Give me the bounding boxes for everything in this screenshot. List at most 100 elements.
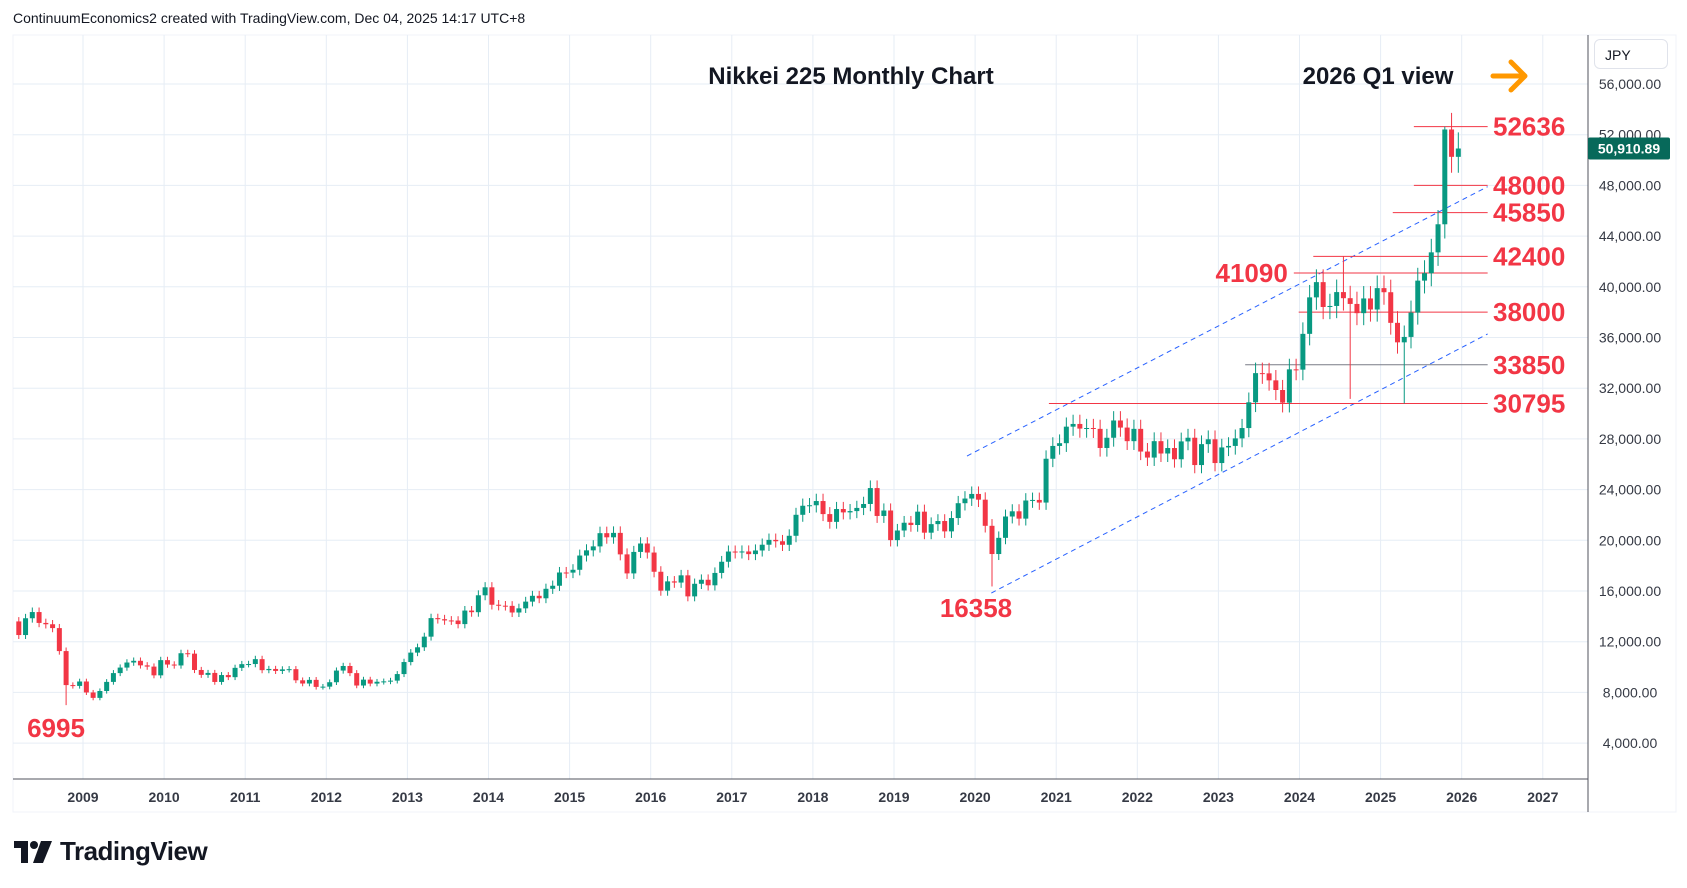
candle-body — [834, 509, 840, 522]
x-tick-label: 2013 — [392, 789, 423, 805]
candle-body — [462, 610, 468, 625]
y-tick-label: 56,000.00 — [1599, 76, 1661, 92]
candle-body — [388, 680, 394, 682]
candle-body — [1388, 292, 1394, 323]
candle-body — [901, 522, 907, 531]
candle-body — [117, 667, 123, 674]
candle-body — [1313, 282, 1319, 298]
candle-body — [1401, 336, 1407, 343]
candle-body — [746, 551, 752, 555]
candle-body — [110, 673, 116, 682]
candle-body — [556, 572, 562, 586]
candle-body — [1036, 499, 1042, 503]
candle-body — [273, 668, 279, 671]
y-tick-label: 4,000.00 — [1603, 735, 1658, 751]
candle-body — [948, 518, 954, 532]
candle-body — [1003, 516, 1009, 538]
candle-body — [232, 667, 238, 678]
x-tick-label: 2010 — [149, 789, 180, 805]
y-tick-label: 28,000.00 — [1599, 431, 1661, 447]
candle-body — [692, 583, 698, 597]
y-tick-label: 24,000.00 — [1599, 482, 1661, 498]
candle-body — [611, 532, 617, 538]
candle-body — [1070, 423, 1076, 427]
candle-body — [313, 679, 319, 687]
candle-body — [1185, 437, 1191, 442]
candle-body — [104, 681, 110, 692]
candle-body — [36, 612, 42, 623]
candle-body — [1367, 298, 1373, 310]
candle-body — [766, 539, 772, 545]
x-tick-label: 2015 — [554, 789, 585, 805]
candle-body — [908, 522, 914, 526]
candle-body — [982, 499, 988, 526]
candle-body — [1158, 441, 1164, 454]
level-label: 52636 — [1493, 112, 1565, 142]
candle-body — [529, 595, 535, 602]
candle-body — [1327, 305, 1333, 308]
candle-body — [252, 659, 258, 665]
tradingview-logo[interactable]: TradingView — [14, 836, 208, 867]
candle-body — [840, 509, 846, 513]
candle-body — [658, 571, 664, 591]
candle-body — [1138, 428, 1144, 452]
candle-body — [151, 666, 157, 676]
candle-body — [56, 628, 62, 652]
channel-line — [991, 333, 1488, 594]
candle-body — [1340, 292, 1346, 299]
candle-body — [1144, 451, 1150, 458]
candle-body — [171, 664, 177, 666]
candle-body — [448, 620, 454, 622]
candle-body — [516, 608, 522, 613]
candle-body — [1381, 288, 1387, 293]
candle-body — [725, 551, 731, 562]
brand-name: TradingView — [60, 836, 208, 866]
candle-body — [915, 511, 921, 526]
candle-body — [1455, 148, 1461, 157]
candle-body — [340, 665, 346, 671]
candle-body — [779, 541, 785, 545]
candle-body — [374, 681, 380, 684]
candle-body — [469, 610, 475, 613]
x-tick-label: 2016 — [635, 789, 666, 805]
candle-body — [617, 532, 623, 555]
candle-body — [800, 505, 806, 515]
candle-body — [1057, 443, 1063, 446]
candle-body — [550, 585, 556, 589]
candle-body — [1016, 511, 1022, 519]
y-tick-label: 8,000.00 — [1603, 684, 1658, 700]
arrow-right-icon — [1490, 59, 1528, 93]
candle-body — [1063, 426, 1069, 444]
candle-body — [651, 552, 657, 572]
candle-body — [1084, 427, 1090, 429]
candle-body — [861, 503, 867, 508]
candle-body — [1361, 298, 1367, 314]
chart-frame — [12, 34, 1677, 813]
candle-body — [327, 682, 333, 687]
y-tick-label: 16,000.00 — [1599, 583, 1661, 599]
candle-body — [1293, 369, 1299, 371]
candle-body — [394, 674, 400, 681]
candle-body — [408, 652, 414, 663]
candle-body — [63, 651, 69, 686]
candle-body — [820, 501, 826, 515]
candle-body — [164, 660, 170, 665]
candle-body — [415, 647, 421, 653]
candle-body — [955, 503, 961, 519]
y-tick-label: 20,000.00 — [1599, 532, 1661, 548]
candle-body — [1239, 428, 1245, 439]
x-tick-label: 2024 — [1284, 789, 1315, 805]
candle-body — [300, 680, 306, 684]
y-tick-label: 12,000.00 — [1599, 634, 1661, 650]
candle-body — [320, 686, 326, 688]
candle-body — [178, 653, 184, 666]
candle-body — [1097, 428, 1103, 448]
candle-body — [536, 595, 542, 599]
candle-body — [975, 493, 981, 500]
currency-button[interactable]: JPY — [1594, 39, 1668, 69]
chart-subtitle: 2026 Q1 view — [1303, 63, 1454, 90]
candle-body — [813, 501, 819, 506]
candle-body — [77, 681, 83, 686]
last-price-tag — [1588, 137, 1670, 160]
